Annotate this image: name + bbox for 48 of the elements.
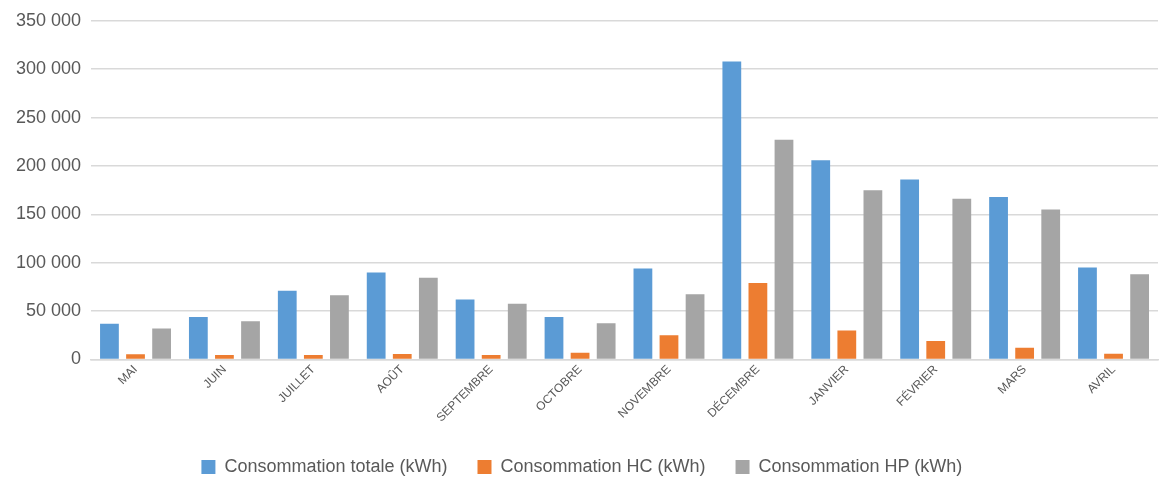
y-tick-label: 250 000 [15, 106, 82, 127]
bar [215, 354, 234, 359]
bar [366, 272, 386, 359]
bar [659, 335, 679, 359]
bar [303, 354, 323, 359]
bar [392, 354, 412, 359]
bar [596, 323, 616, 359]
y-tick-label: 200 000 [15, 154, 82, 175]
bar [863, 190, 883, 359]
bar [748, 283, 768, 359]
y-tick-label: 350 000 [15, 9, 82, 30]
bar [952, 198, 972, 359]
bar [152, 328, 171, 359]
x-tick-label: MAI [114, 362, 140, 388]
bar [277, 290, 297, 359]
bar [188, 316, 208, 359]
y-tick-label: 0 [71, 348, 82, 369]
bar [989, 196, 1008, 359]
bar [926, 341, 946, 359]
y-tick-label: 150 000 [15, 203, 82, 224]
bar [774, 139, 794, 359]
bar [1015, 347, 1035, 359]
bar [1041, 209, 1061, 359]
bar [330, 295, 349, 359]
bar [1104, 353, 1123, 359]
bar [811, 160, 831, 359]
y-tick-label: 100 000 [15, 251, 82, 272]
legend-label: Consommation totale (kWh) [224, 455, 448, 476]
bar [570, 352, 590, 359]
bar [837, 330, 857, 359]
y-tick-label: 300 000 [15, 58, 82, 79]
bar [241, 321, 260, 359]
bar [418, 277, 438, 359]
legend-label: Consommation HC (kWh) [500, 455, 706, 476]
bar [126, 354, 145, 359]
bar [685, 294, 705, 359]
bar [1130, 274, 1150, 359]
y-tick-label: 50 000 [26, 300, 82, 321]
bar [1078, 267, 1097, 359]
bar [455, 299, 475, 359]
bar [481, 354, 501, 359]
legend-label: Consommation HP (kWh) [758, 455, 963, 476]
bar [900, 179, 920, 359]
bar [507, 303, 527, 359]
bar [633, 268, 653, 359]
bar [544, 316, 564, 359]
bar [722, 61, 742, 359]
bar [100, 323, 119, 359]
